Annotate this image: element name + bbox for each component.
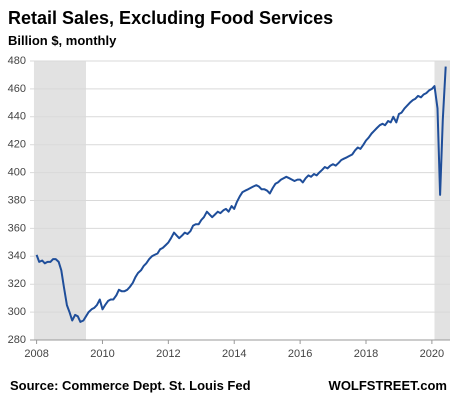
y-tick-label: 480 — [8, 55, 26, 67]
y-tick-label: 360 — [8, 222, 26, 234]
y-tick-label: 280 — [8, 334, 26, 346]
x-tick-label: 2016 — [288, 348, 312, 360]
y-tick-label: 460 — [8, 83, 26, 95]
y-tick-label: 440 — [8, 111, 26, 123]
x-tick-label: 2018 — [354, 348, 378, 360]
y-tick-label: 400 — [8, 167, 26, 179]
y-tick-label: 320 — [8, 278, 26, 290]
y-tick-label: 380 — [8, 194, 26, 206]
x-tick-label: 2014 — [222, 348, 246, 360]
x-tick-label: 2010 — [90, 348, 114, 360]
chart-subtitle: Billion $, monthly — [8, 33, 117, 48]
y-tick-label: 340 — [8, 250, 26, 262]
chart-title: Retail Sales, Excluding Food Services — [8, 8, 333, 28]
y-tick-label: 420 — [8, 139, 26, 151]
x-tick-label: 2012 — [156, 348, 180, 360]
data-line — [35, 66, 447, 323]
brand: WOLFSTREET.com — [329, 378, 447, 393]
y-tick-label: 300 — [8, 306, 26, 318]
x-tick-label: 2020 — [420, 348, 444, 360]
x-tick-label: 2008 — [24, 348, 48, 360]
source: Source: Commerce Dept. St. Louis Fed — [10, 378, 251, 393]
